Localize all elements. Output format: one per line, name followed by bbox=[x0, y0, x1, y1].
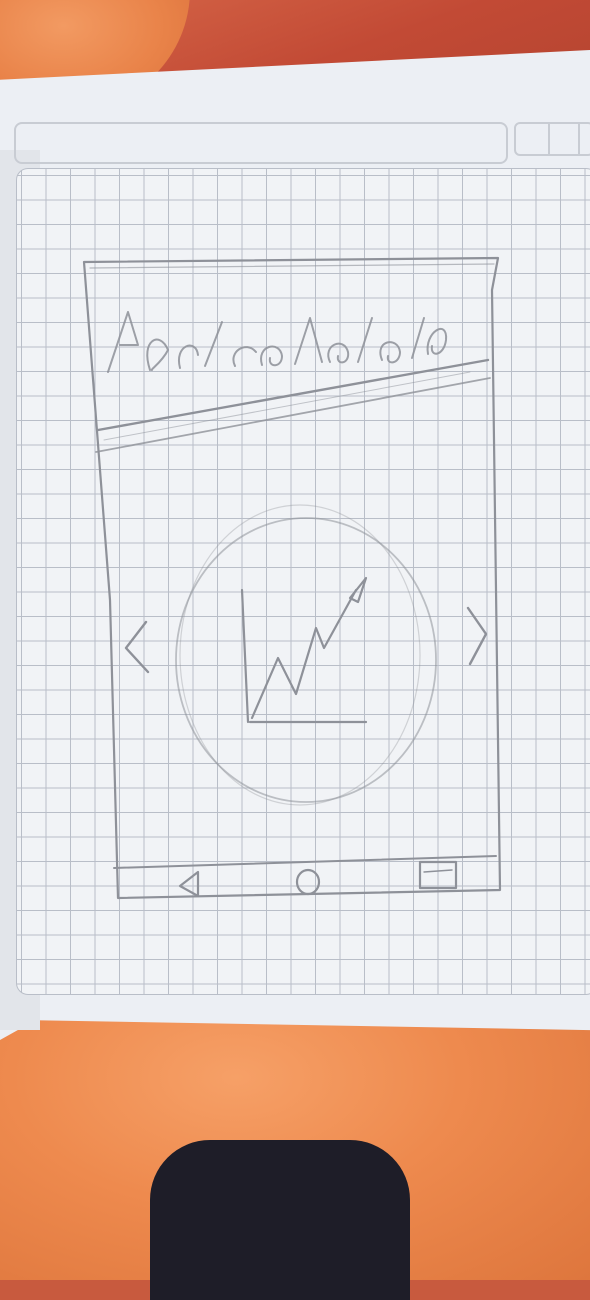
circle-home-icon bbox=[295, 868, 321, 896]
nav-bar-divider bbox=[113, 855, 497, 869]
square-recent-icon bbox=[418, 860, 458, 890]
notebook-date-box bbox=[514, 122, 590, 156]
dark-cloth bbox=[150, 1140, 410, 1300]
phone-frame bbox=[82, 256, 502, 900]
title-scribble bbox=[107, 311, 448, 373]
chevron-left-icon bbox=[124, 620, 150, 674]
triangle-back-icon bbox=[178, 870, 200, 898]
notebook-header-box bbox=[14, 122, 508, 164]
header-divider bbox=[96, 358, 490, 432]
center-circle bbox=[175, 517, 437, 803]
chevron-right-icon bbox=[466, 606, 488, 666]
chart-growth-icon bbox=[240, 576, 368, 724]
